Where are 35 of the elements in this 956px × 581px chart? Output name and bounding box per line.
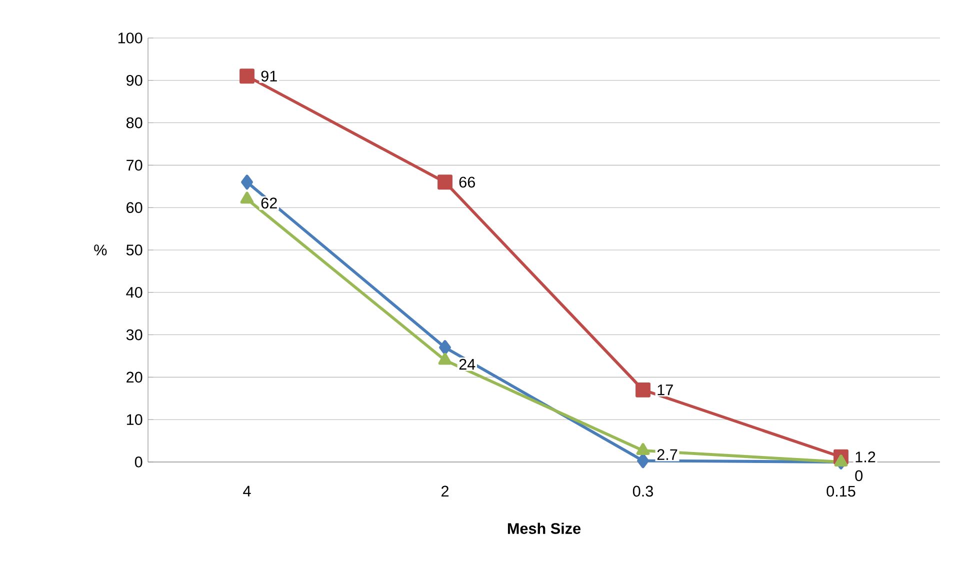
point — [241, 174, 253, 190]
data-label: 1.2 — [856, 452, 876, 462]
data-label: 91 — [261, 70, 277, 82]
point — [240, 192, 254, 204]
y-tick-label: 80 — [126, 117, 142, 128]
data-label: 24 — [459, 358, 476, 370]
point — [439, 340, 451, 355]
data-label: 2.7 — [657, 449, 678, 460]
y-tick-label: 0 — [134, 456, 142, 468]
x-axis-title: Mesh Size — [508, 522, 581, 534]
y-axis-title: % — [94, 244, 107, 256]
y-tick-label: 20 — [126, 372, 142, 383]
x-tick-label: 0.15 — [826, 486, 856, 497]
point — [834, 454, 848, 466]
y-tick-label: 60 — [126, 202, 142, 214]
data-label: 17 — [658, 384, 673, 396]
y-tick-label: 90 — [126, 74, 142, 86]
point — [240, 68, 254, 84]
point — [636, 382, 650, 398]
data-label: 0 — [855, 470, 863, 482]
y-tick-label: 70 — [126, 160, 142, 171]
y-tick-label: 40 — [126, 286, 142, 298]
x-tick-label: 0.3 — [632, 486, 653, 497]
x-tick-label: 4 — [243, 486, 251, 496]
x-tick-label: 2 — [442, 486, 448, 497]
data-label: 66 — [459, 176, 475, 188]
data-label: 62 — [261, 198, 277, 209]
y-tick-label: 30 — [126, 329, 142, 340]
point — [438, 174, 452, 190]
y-tick-label: 10 — [126, 414, 142, 426]
y-tick-label: 100 — [118, 32, 142, 44]
point — [637, 453, 649, 468]
point — [438, 352, 452, 365]
y-tick-label: 50 — [126, 244, 142, 256]
point — [636, 443, 650, 456]
